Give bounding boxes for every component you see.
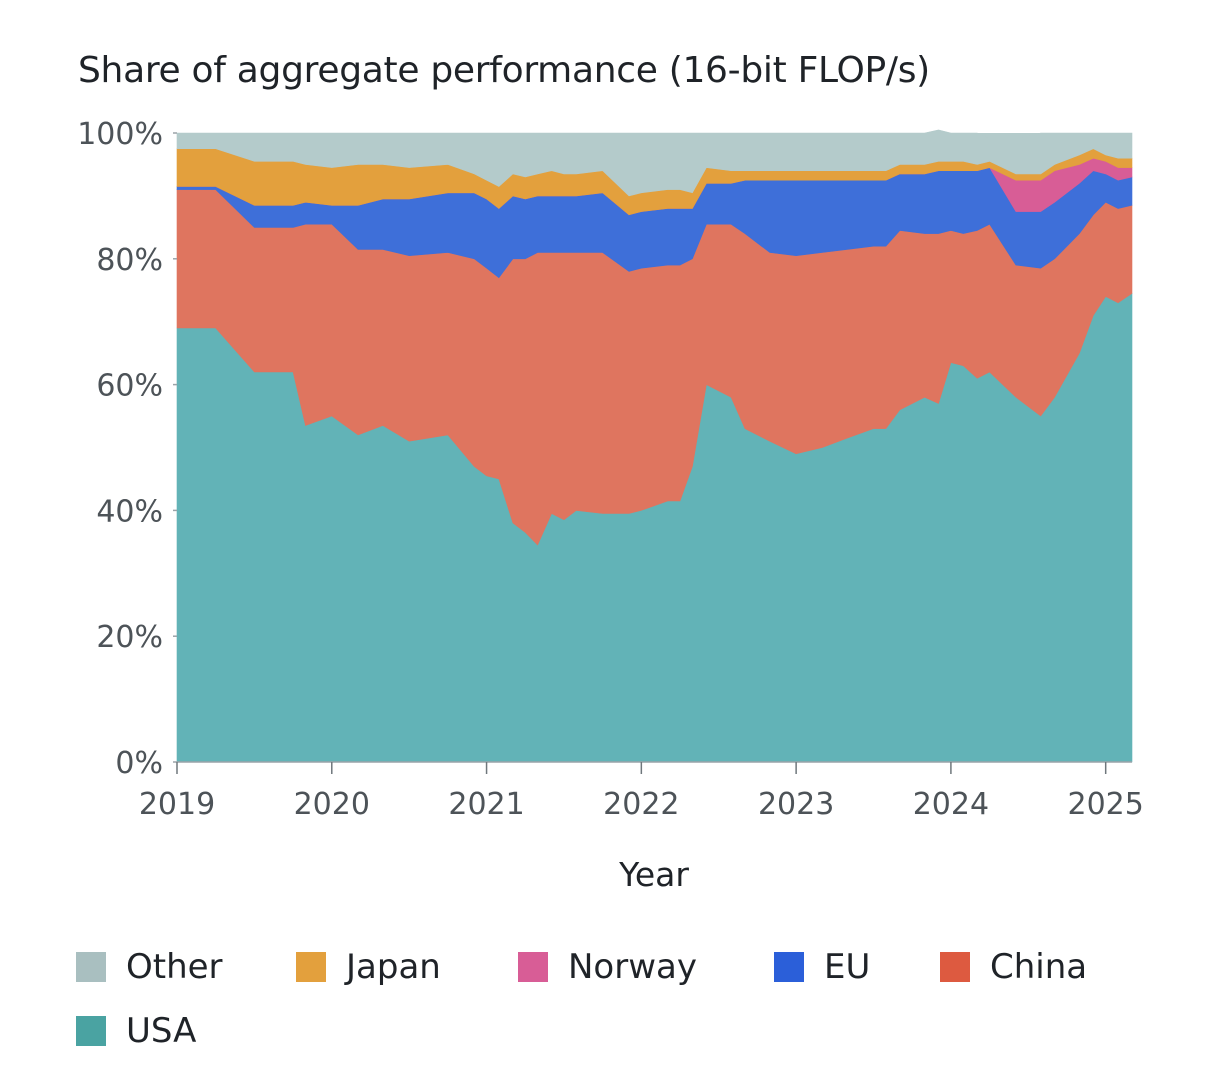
legend-item-china: China xyxy=(940,947,1087,987)
legend-item-norway: Norway xyxy=(518,947,774,987)
legend-swatch-norway xyxy=(518,952,548,982)
legend-label-other: Other xyxy=(126,947,223,987)
legend-label-china: China xyxy=(990,947,1088,987)
legend-swatch-other xyxy=(76,952,106,982)
chart-title: Share of aggregate performance (16-bit F… xyxy=(78,50,930,91)
legend-swatch-usa xyxy=(76,1016,106,1046)
y-tick-label: 20% xyxy=(96,620,163,655)
y-tick-label: 40% xyxy=(96,494,163,529)
x-tick-label: 2020 xyxy=(294,787,370,822)
legend-item-eu: EU xyxy=(774,947,940,987)
x-tick-label: 2021 xyxy=(448,787,524,822)
legend-label-usa: USA xyxy=(126,1011,197,1051)
axes-layer: 0% 20% 40% 60% 80% 100% 2019 2020 2021 2022 2023 20… xyxy=(77,117,1144,822)
legend-item-other: Other xyxy=(76,947,296,987)
legend-swatch-china xyxy=(940,952,970,982)
x-tick-label: 2019 xyxy=(139,787,215,822)
y-tick-label: 0% xyxy=(115,746,163,781)
legend: Other Japan Norway EU China USA xyxy=(76,935,1176,1063)
x-axis-title: Year xyxy=(618,855,689,894)
legend-label-norway: Norway xyxy=(568,947,697,987)
x-tick-label: 2023 xyxy=(758,787,834,822)
legend-row-2: USA xyxy=(76,999,1176,1063)
chart-plot: 0% 20% 40% 60% 80% 100% 2019 2020 2021 2022 2023 20… xyxy=(77,117,1144,894)
legend-item-japan: Japan xyxy=(296,947,518,987)
x-tick-label: 2025 xyxy=(1068,787,1144,822)
area-series-other xyxy=(176,129,1133,197)
legend-swatch-eu xyxy=(774,952,804,982)
y-tick-label: 100% xyxy=(77,117,163,152)
y-tick-label: 60% xyxy=(96,369,163,404)
legend-row-1: Other Japan Norway EU China xyxy=(76,935,1176,999)
area-layer xyxy=(176,129,1133,763)
legend-label-eu: EU xyxy=(824,947,871,987)
y-tick-label: 80% xyxy=(96,243,163,278)
x-tick-label: 2024 xyxy=(913,787,989,822)
x-tick-label: 2022 xyxy=(603,787,679,822)
legend-swatch-japan xyxy=(296,952,326,982)
legend-item-usa: USA xyxy=(76,1011,196,1051)
legend-label-japan: Japan xyxy=(346,947,441,987)
